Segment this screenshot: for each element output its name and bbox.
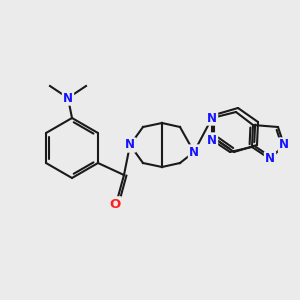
Text: N: N <box>207 112 217 124</box>
Text: N: N <box>207 134 217 146</box>
Text: N: N <box>63 92 73 104</box>
Text: N: N <box>189 146 199 158</box>
Text: N: N <box>265 152 275 166</box>
Text: O: O <box>110 197 121 211</box>
Text: N: N <box>279 139 289 152</box>
Text: N: N <box>125 139 135 152</box>
